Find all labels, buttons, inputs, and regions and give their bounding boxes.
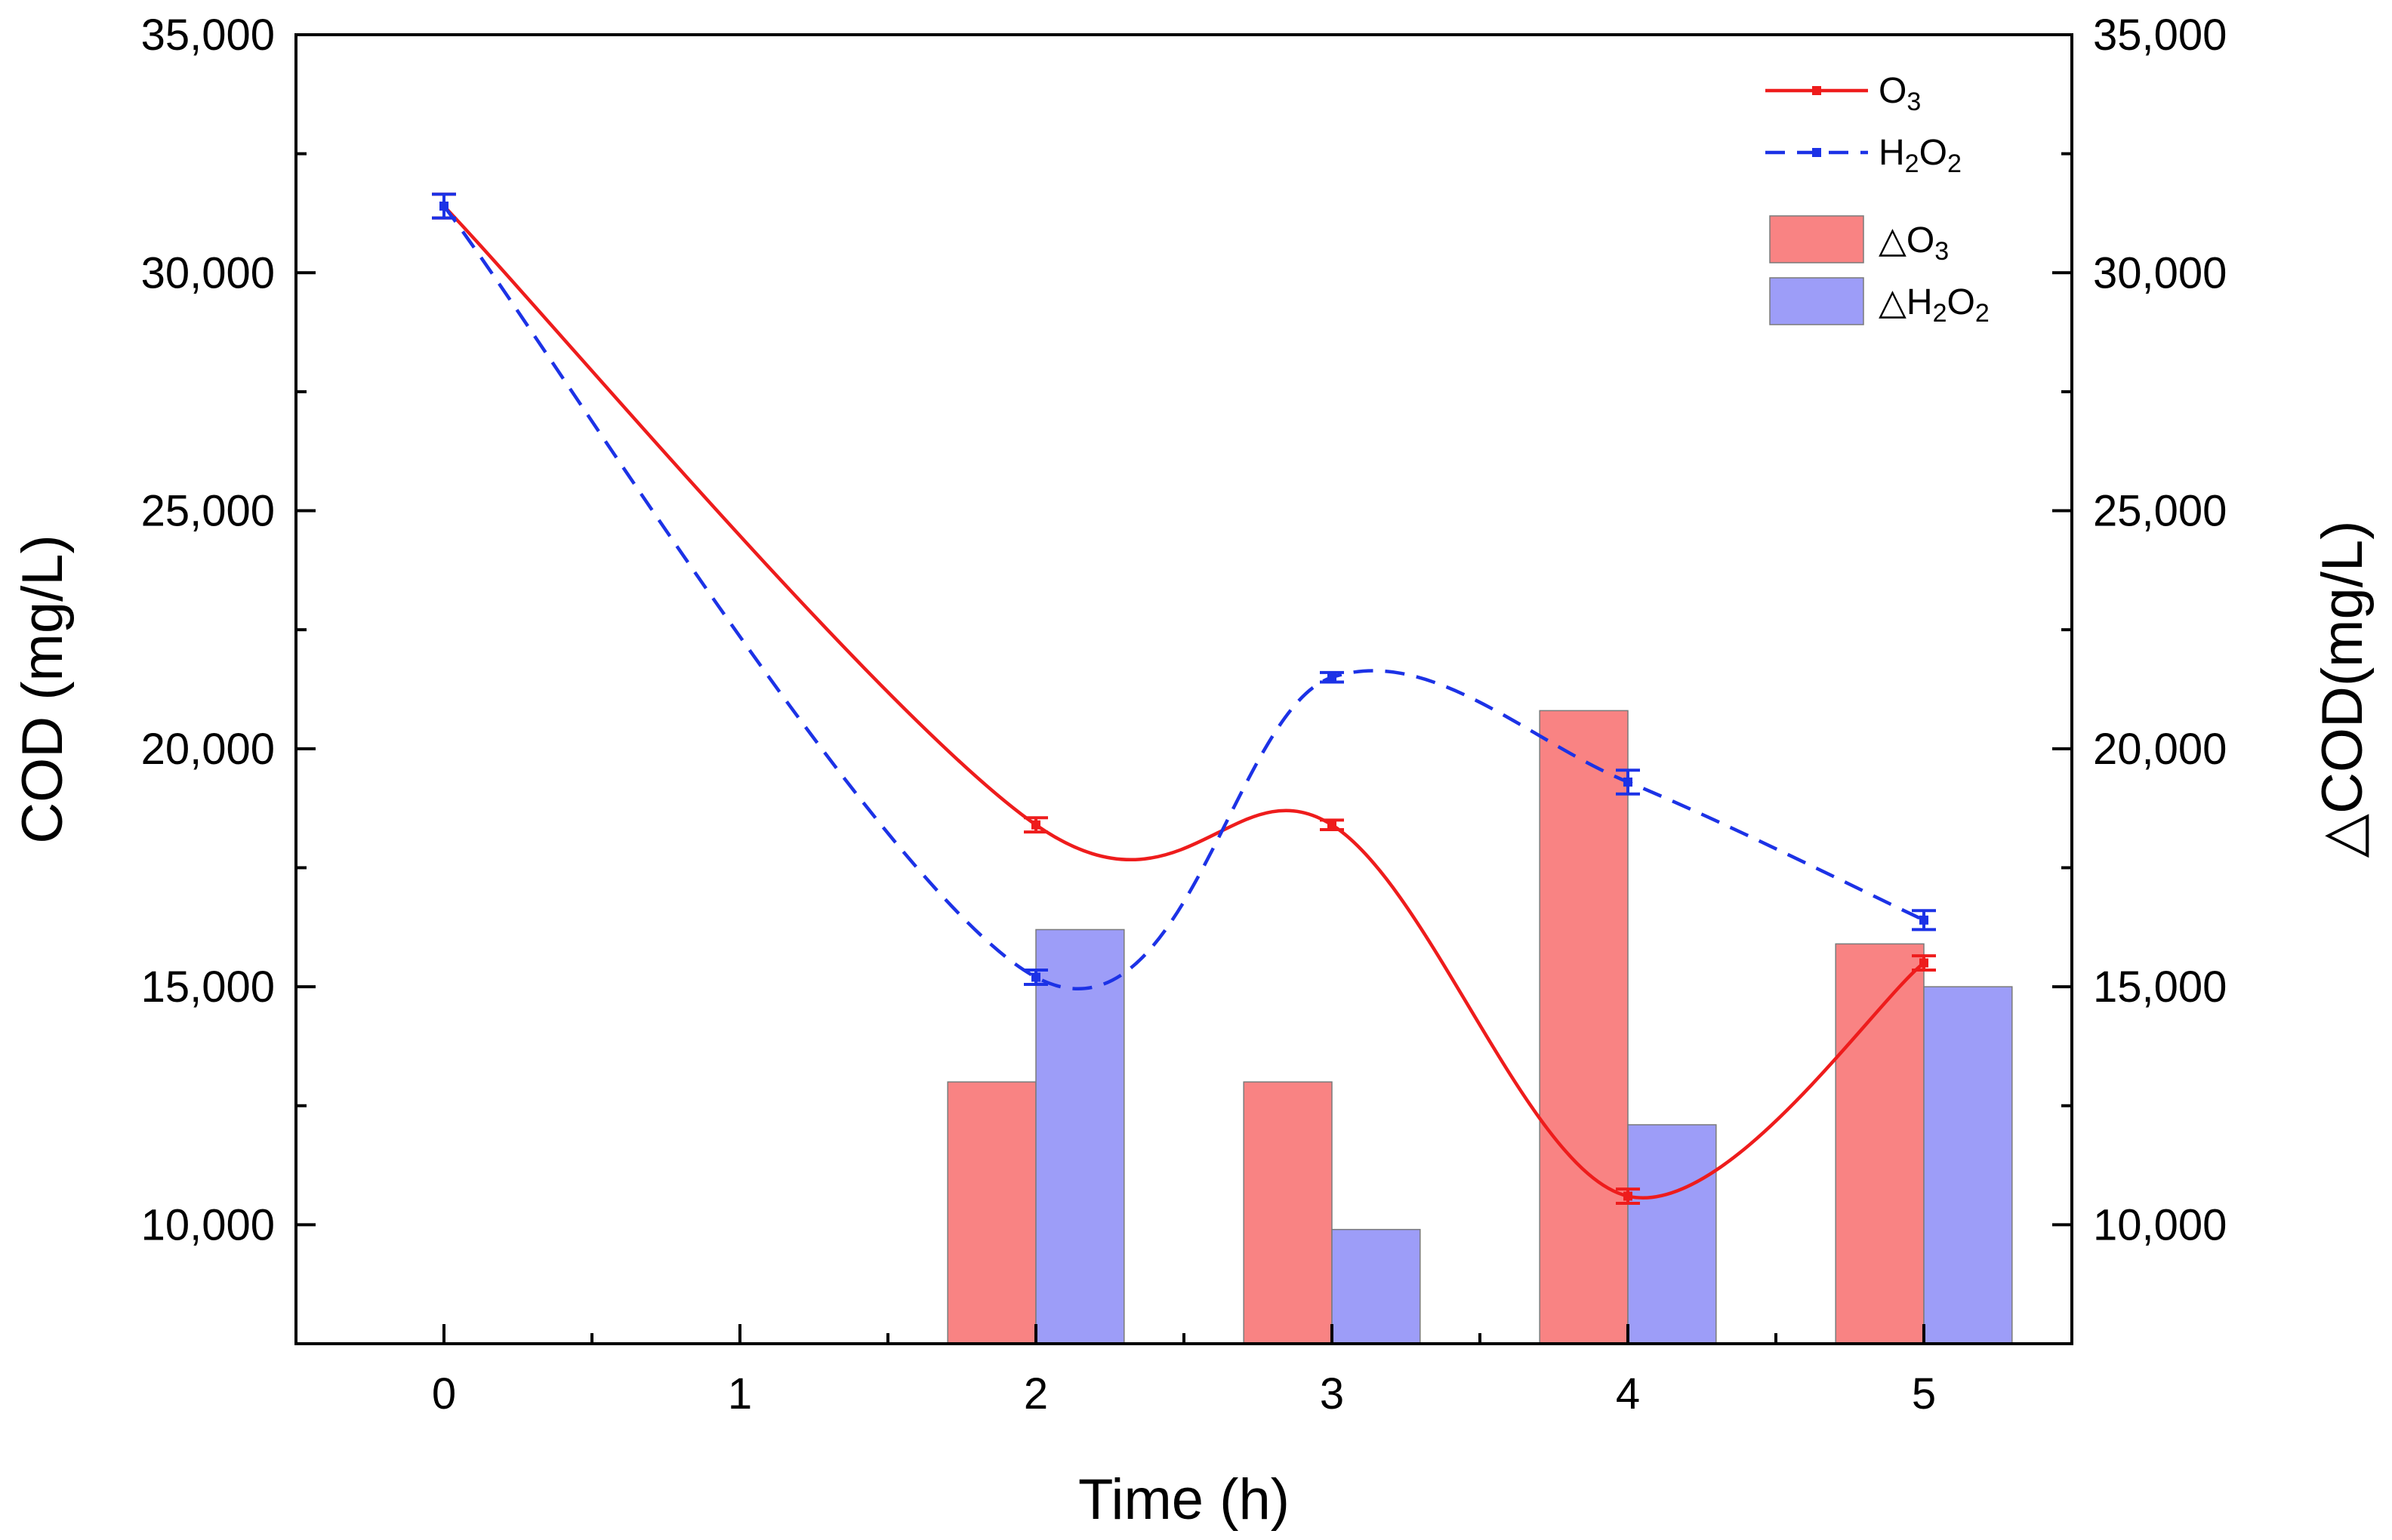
bars-layer bbox=[947, 710, 2013, 1344]
bar-delta-o3-5h bbox=[1835, 943, 1925, 1344]
line-o3 bbox=[442, 205, 1925, 1200]
bar-delta-h2o2-5h bbox=[1923, 986, 2013, 1344]
legend-swatch-delta-h2o2 bbox=[1769, 277, 1864, 325]
point-o3-2h bbox=[1031, 820, 1040, 830]
point-h2o2-4h bbox=[1623, 777, 1632, 787]
x-axis-title: Time (h) bbox=[1078, 1468, 1290, 1532]
y-tick-label-right: 25,000 bbox=[2093, 487, 2227, 536]
bar-delta-h2o2-2h bbox=[1035, 929, 1125, 1344]
y-tick-label-right: 20,000 bbox=[2093, 725, 2227, 774]
y-tick-label-left: 10,000 bbox=[141, 1200, 275, 1249]
legend-marker-h2o2 bbox=[1812, 148, 1821, 157]
labels-layer: 10,000 10,000 15,000 15,000 20,000 20,000 25,0… bbox=[11, 11, 2375, 1532]
legend-swatch-delta-o3 bbox=[1769, 215, 1864, 263]
y-tick-label-left: 20,000 bbox=[141, 725, 275, 774]
y-axis-title-right: △COD(mg/L) bbox=[2310, 521, 2375, 858]
legend-label-h2o2: H2O2 bbox=[1879, 133, 1962, 178]
y-tick-label-right: 10,000 bbox=[2093, 1200, 2227, 1249]
y-tick-label-right: 15,000 bbox=[2093, 962, 2227, 1012]
y-axis-title-left: COD (mg/L) bbox=[11, 534, 75, 844]
y-tick-label-left: 15,000 bbox=[141, 962, 275, 1012]
y-tick-label-right: 35,000 bbox=[2093, 11, 2227, 60]
y-tick-label-left: 25,000 bbox=[141, 487, 275, 536]
x-tick-label: 4 bbox=[1616, 1369, 1640, 1418]
x-tick-label: 5 bbox=[1912, 1369, 1936, 1418]
point-o3-5h bbox=[1919, 958, 1928, 968]
bar-delta-o3-4h bbox=[1539, 710, 1629, 1344]
point-h2o2-2h bbox=[1031, 972, 1040, 982]
x-tick-label: 2 bbox=[1024, 1369, 1048, 1418]
lines-layer bbox=[432, 192, 1936, 1205]
axes-layer bbox=[294, 33, 2073, 1345]
point-o3-4h bbox=[1623, 1191, 1632, 1201]
legend-label-delta-h2o2: △H2O2 bbox=[1879, 282, 1990, 328]
x-tick-label: 1 bbox=[728, 1369, 752, 1418]
bar-delta-h2o2-4h bbox=[1627, 1124, 1717, 1344]
point-h2o2-5h bbox=[1919, 915, 1928, 925]
legend: O3 H2O2 △O3 △H2O2 bbox=[1765, 71, 1990, 328]
legend-label-delta-o3: △O3 bbox=[1879, 220, 1949, 266]
x-tick-label: 0 bbox=[432, 1369, 456, 1418]
y-tick-label-right: 30,000 bbox=[2093, 248, 2227, 297]
bar-delta-o3-2h bbox=[947, 1081, 1037, 1344]
legend-label-o3: O3 bbox=[1879, 71, 1921, 116]
line-h2o2 bbox=[442, 205, 1925, 991]
y-tick-label-left: 35,000 bbox=[141, 11, 275, 60]
x-tick-label: 3 bbox=[1320, 1369, 1344, 1418]
legend-marker-o3 bbox=[1812, 86, 1821, 95]
point-o3-3h bbox=[1327, 820, 1336, 830]
y-tick-label-left: 30,000 bbox=[141, 248, 275, 297]
point-h2o2-3h bbox=[1327, 673, 1336, 682]
bar-delta-h2o2-3h bbox=[1331, 1228, 1421, 1344]
bar-delta-o3-3h bbox=[1243, 1081, 1333, 1344]
point-h2o2-0h bbox=[439, 201, 448, 211]
